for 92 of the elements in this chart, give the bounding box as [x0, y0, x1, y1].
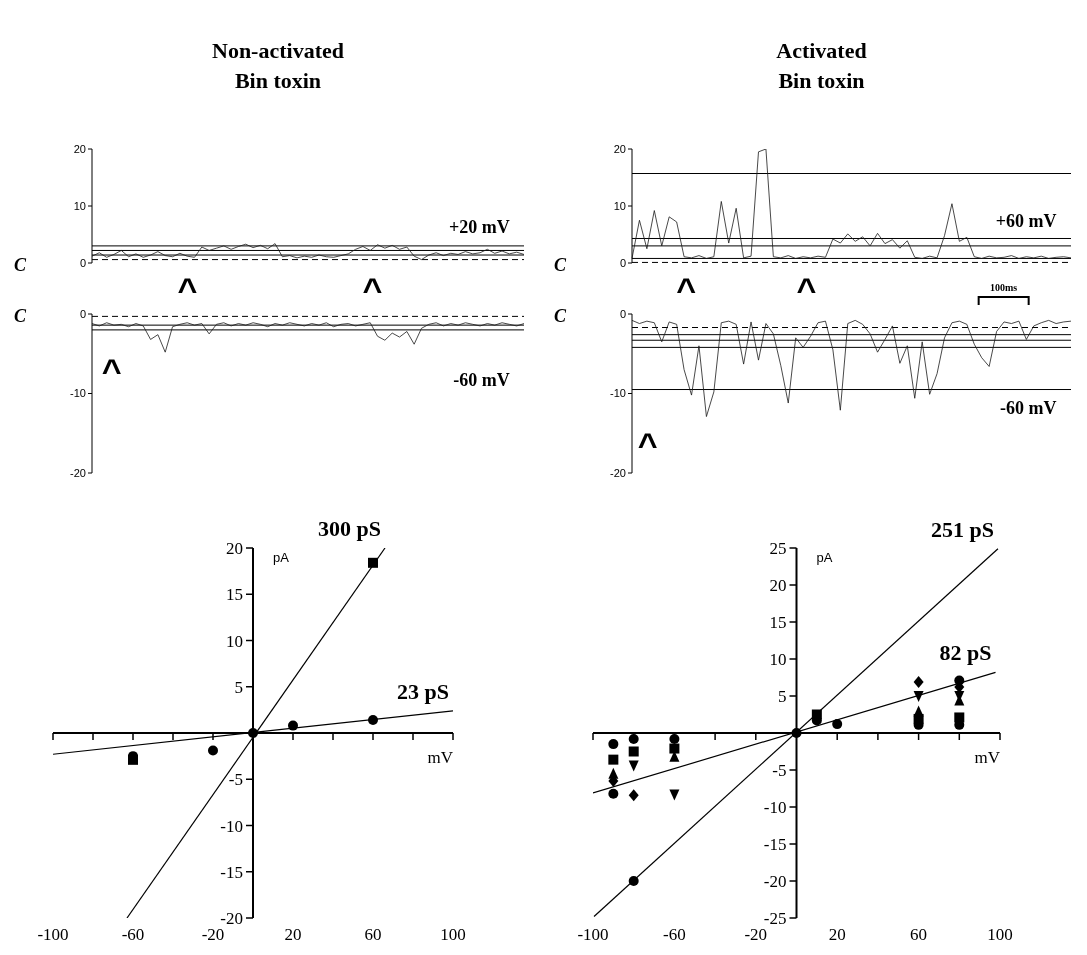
text: ^	[796, 270, 817, 308]
point	[669, 743, 680, 754]
y-tick-label: -5	[772, 761, 787, 780]
y-tick-label: -10	[610, 387, 626, 400]
text: C	[14, 306, 27, 326]
y-axis-title: pA	[273, 550, 290, 565]
y-tick-label: 0	[619, 307, 626, 320]
y-tick-label: 0	[79, 256, 86, 269]
y-tick-label: -20	[70, 466, 86, 479]
x-tick-label: 100	[987, 925, 1013, 944]
y-tick-label: 0	[619, 256, 626, 269]
y-tick-label: -15	[763, 835, 787, 854]
y-tick-label: -10	[70, 387, 86, 400]
point	[208, 745, 218, 756]
x-tick-label: 60	[910, 925, 928, 944]
series-label: 82 pS	[939, 640, 992, 666]
point	[628, 789, 639, 802]
y-tick-label: -20	[220, 909, 243, 928]
x-tick-label: 100	[440, 925, 466, 944]
point	[954, 712, 965, 723]
x-tick-label: -20	[744, 925, 768, 944]
point	[628, 733, 639, 744]
text: ^	[177, 270, 198, 308]
x-axis-title: mV	[427, 748, 454, 767]
y-tick-label: 15	[769, 613, 787, 632]
y-tick-label: 20	[613, 142, 626, 155]
y-tick-label: -10	[220, 816, 243, 836]
y-tick-label: 20	[73, 142, 86, 155]
point	[628, 746, 639, 757]
point	[608, 754, 619, 765]
text: C	[14, 255, 27, 275]
text: 100ms	[990, 282, 1018, 293]
annotation: +20 mV	[449, 217, 510, 237]
point	[368, 715, 378, 726]
x-tick-label: 20	[284, 925, 302, 944]
y-tick-label: -25	[763, 909, 787, 928]
chart-title: Activated Bin toxin	[775, 37, 868, 95]
text: C	[554, 306, 567, 326]
point	[913, 675, 924, 688]
annotation: -60 mV	[453, 370, 510, 390]
series-label: 300 pS	[318, 516, 381, 541]
y-tick-label: 10	[613, 199, 626, 212]
point	[913, 705, 924, 717]
y-axis-title: pA	[816, 550, 833, 565]
line-series	[631, 319, 1072, 417]
point	[288, 720, 298, 731]
point	[811, 709, 822, 720]
x-tick-label: -60	[121, 925, 145, 944]
x-axis-title: mV	[974, 748, 1001, 767]
y-tick-label: 20	[769, 576, 787, 595]
text: ^	[676, 270, 697, 308]
y-tick-label: -20	[763, 872, 787, 891]
line-series	[91, 322, 525, 353]
annotation: +60 mV	[995, 211, 1057, 231]
text: ^	[362, 270, 383, 308]
y-tick-label: 5	[778, 687, 787, 706]
y-tick-label: 25	[769, 539, 787, 558]
x-tick-label: -100	[37, 925, 69, 944]
point	[628, 876, 639, 886]
point	[669, 733, 680, 744]
y-tick-label: 0	[79, 307, 86, 320]
y-tick-label: 20	[226, 539, 243, 558]
point	[608, 788, 619, 799]
chart-title: Non-activated Bin toxin	[211, 37, 345, 95]
y-tick-label: -10	[763, 798, 787, 817]
x-tick-label: -60	[663, 925, 686, 944]
y-tick-label: 10	[73, 199, 86, 212]
annotation: ^	[637, 425, 658, 463]
text: C	[554, 255, 567, 275]
y-tick-label: 15	[226, 585, 243, 605]
point	[628, 760, 639, 772]
point	[913, 691, 924, 702]
point	[608, 739, 619, 750]
y-tick-label: 10	[226, 631, 243, 651]
point	[368, 557, 378, 568]
y-tick-label: -20	[610, 466, 626, 479]
annotation: ^	[101, 351, 122, 389]
x-tick-label: -20	[201, 925, 225, 944]
y-tick-label: -5	[228, 770, 243, 790]
x-tick-label: 20	[828, 925, 846, 944]
y-tick-label: 10	[769, 650, 787, 669]
x-tick-label: 60	[364, 925, 382, 944]
series-label: 251 pS	[930, 516, 994, 542]
point	[669, 789, 680, 801]
x-tick-label: -100	[577, 925, 609, 944]
line-series	[631, 149, 1072, 259]
series-label: 23 pS	[397, 678, 449, 704]
point	[832, 719, 843, 730]
y-tick-label: 5	[234, 677, 243, 697]
line-series	[91, 243, 525, 260]
annotation: -60 mV	[1000, 398, 1057, 418]
y-tick-label: -15	[220, 862, 243, 882]
